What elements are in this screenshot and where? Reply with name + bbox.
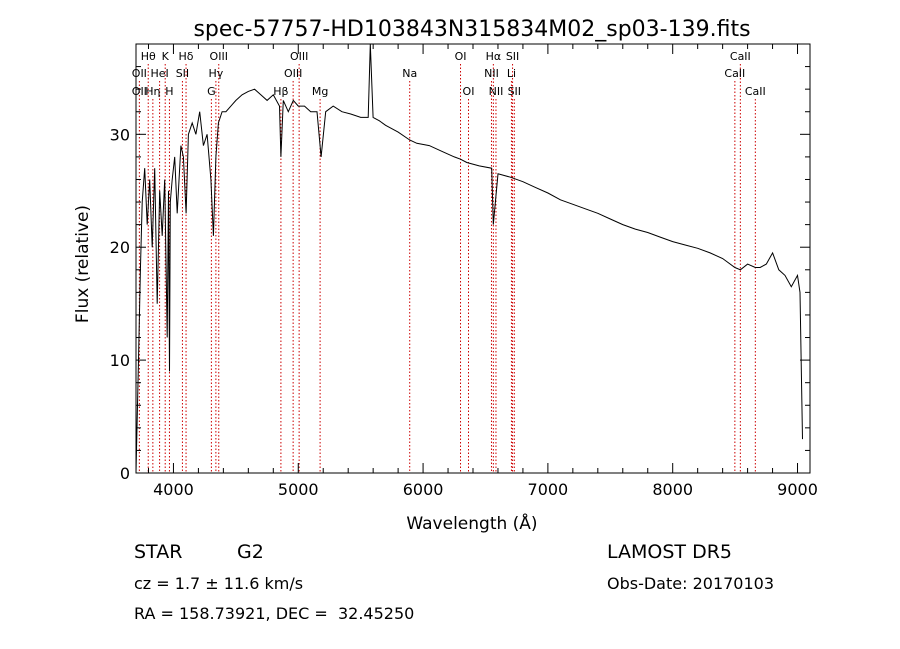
x-axis-ticks: 4000 5000 6000 7000 8000 9000 bbox=[147, 44, 818, 499]
emission-line-label: NII bbox=[484, 67, 499, 80]
emission-line-label: Li bbox=[507, 67, 516, 80]
y-axis-label: Flux (relative) bbox=[73, 205, 93, 323]
x-tick-label: 5000 bbox=[278, 480, 319, 499]
x-tick-label: 6000 bbox=[403, 480, 444, 499]
emission-line-label: HeI bbox=[150, 67, 168, 80]
emission-line-label: OIII bbox=[284, 67, 302, 80]
emission-line-label: OI bbox=[463, 85, 475, 98]
y-axis-ticks: 0 10 20 30 bbox=[110, 66, 810, 483]
x-tick-label: 9000 bbox=[777, 480, 818, 499]
emission-line-label: Mg bbox=[312, 85, 328, 98]
x-axis-label: Wavelength (Å) bbox=[406, 512, 537, 534]
emission-line-label: SII bbox=[176, 67, 189, 80]
emission-line-label: OI bbox=[455, 50, 467, 63]
emission-line-label: CaII bbox=[745, 85, 766, 98]
emission-line-label: Hβ bbox=[273, 85, 288, 98]
y-tick-label: 20 bbox=[110, 238, 130, 257]
emission-line-label: NII bbox=[489, 85, 504, 98]
star-class-label: STAR bbox=[134, 541, 183, 563]
emission-line-label: Hθ bbox=[141, 50, 156, 63]
coordinates-text: RA = 158.73921, DEC = 32.45250 bbox=[134, 604, 415, 623]
emission-line-label: CaII bbox=[730, 50, 751, 63]
emission-line-label: CaII bbox=[724, 67, 745, 80]
emission-line-label: Hα bbox=[486, 50, 502, 63]
star-subclass: G2 bbox=[237, 541, 264, 563]
obs-date-text: Obs-Date: 20170103 bbox=[607, 574, 775, 593]
survey-label: LAMOST DR5 bbox=[607, 541, 732, 563]
x-tick-label: 8000 bbox=[652, 480, 693, 499]
emission-line-label: OIII bbox=[210, 50, 228, 63]
emission-line-label: OIII bbox=[290, 50, 308, 63]
emission-line-label: OII bbox=[132, 67, 147, 80]
emission-line-label: SII bbox=[508, 85, 521, 98]
chart-title: spec-57757-HD103843N315834M02_sp03-139.f… bbox=[193, 17, 750, 42]
y-tick-label: 10 bbox=[110, 351, 130, 370]
emission-line-label: Na bbox=[402, 67, 417, 80]
emission-line-label: K bbox=[162, 50, 170, 63]
y-tick-label: 0 bbox=[120, 464, 130, 483]
emission-line-label: H bbox=[165, 85, 173, 98]
x-tick-label: 4000 bbox=[153, 480, 194, 499]
emission-line-label: Hδ bbox=[179, 50, 194, 63]
emission-line-label: Hγ bbox=[208, 67, 223, 80]
spectrum-line bbox=[135, 43, 803, 474]
emission-line-label: G bbox=[207, 85, 216, 98]
x-tick-label: 7000 bbox=[528, 480, 569, 499]
emission-line-label: SII bbox=[506, 50, 519, 63]
redshift-text: cz = 1.7 ± 11.6 km/s bbox=[134, 574, 304, 593]
plot-frame bbox=[135, 43, 811, 474]
y-tick-label: 30 bbox=[110, 125, 130, 144]
emission-line-markers bbox=[138, 64, 756, 473]
emission-line-label: Hη bbox=[145, 85, 160, 98]
